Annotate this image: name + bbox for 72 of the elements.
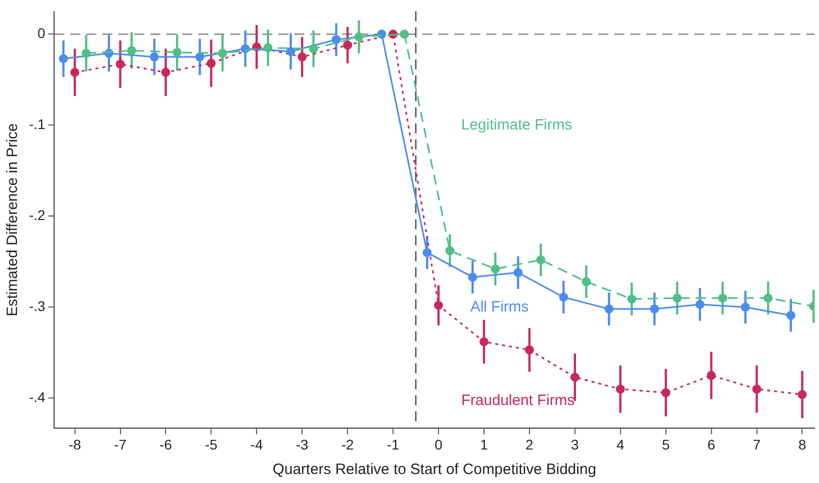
y-tick-label: -.3 (28, 298, 46, 314)
point (161, 68, 170, 77)
point (434, 300, 444, 310)
point (479, 337, 488, 346)
point (706, 370, 716, 380)
point (422, 248, 432, 258)
series-label: All Firms (470, 298, 529, 316)
x-tick-label: 6 (707, 436, 716, 452)
point (445, 246, 454, 256)
point (468, 272, 478, 282)
x-tick-label: 7 (752, 436, 761, 452)
point (650, 304, 659, 314)
point (172, 48, 182, 57)
x-tick-label: -7 (114, 436, 127, 452)
point (58, 54, 68, 64)
point (661, 388, 670, 398)
x-tick-label: -2 (341, 436, 354, 452)
point (116, 60, 125, 69)
x-tick-label: 3 (571, 436, 580, 452)
point (616, 384, 625, 394)
x-tick-label: -5 (204, 436, 218, 452)
point (354, 32, 364, 42)
point (206, 58, 216, 68)
y-axis-title: Estimated Difference in Price (4, 123, 22, 316)
point (536, 255, 546, 264)
point (524, 345, 534, 354)
text: Legitimate Firms (461, 116, 572, 134)
point (570, 372, 580, 382)
point (764, 294, 773, 303)
point (332, 35, 341, 44)
y-tick-label: -.2 (28, 207, 46, 224)
point (218, 48, 228, 58)
point (798, 390, 807, 400)
x-tick-label: 2 (526, 436, 534, 452)
point (400, 30, 409, 39)
point (264, 43, 273, 52)
series-label: Fraudulent Firms (461, 392, 575, 410)
point (672, 294, 682, 303)
point (195, 52, 204, 62)
point (82, 48, 91, 58)
x-tick-label: -4 (250, 436, 264, 452)
x-tick-label: -3 (296, 436, 309, 452)
x-tick-label: -8 (68, 436, 82, 452)
x-tick-label: -1 (386, 436, 400, 452)
y-tick-label: 0 (38, 25, 46, 42)
x-tick-label: -6 (160, 436, 172, 452)
point (514, 268, 523, 278)
y-tick-label: -.4 (28, 389, 46, 406)
point (740, 302, 750, 312)
point (718, 294, 728, 303)
point (604, 304, 614, 314)
point (298, 52, 307, 62)
point (150, 52, 159, 62)
point (752, 384, 762, 394)
point (786, 310, 796, 320)
x-tick-label: 1 (480, 436, 488, 452)
x-tick-label: 0 (434, 436, 443, 452)
x-tick-label: 4 (616, 436, 624, 452)
point (695, 300, 704, 309)
point (127, 46, 136, 56)
point (308, 44, 318, 54)
point (582, 277, 591, 286)
point (627, 294, 636, 304)
x-tick-label: 8 (798, 436, 806, 452)
x-tick-label: 5 (662, 436, 670, 452)
y-tick-label: -.1 (28, 116, 46, 132)
point (343, 40, 352, 50)
point (559, 292, 568, 302)
point (286, 46, 296, 56)
point (490, 264, 500, 274)
point (70, 68, 80, 77)
x-axis-title: Quarters Relative to Start of Competitive Bidding (272, 461, 596, 478)
